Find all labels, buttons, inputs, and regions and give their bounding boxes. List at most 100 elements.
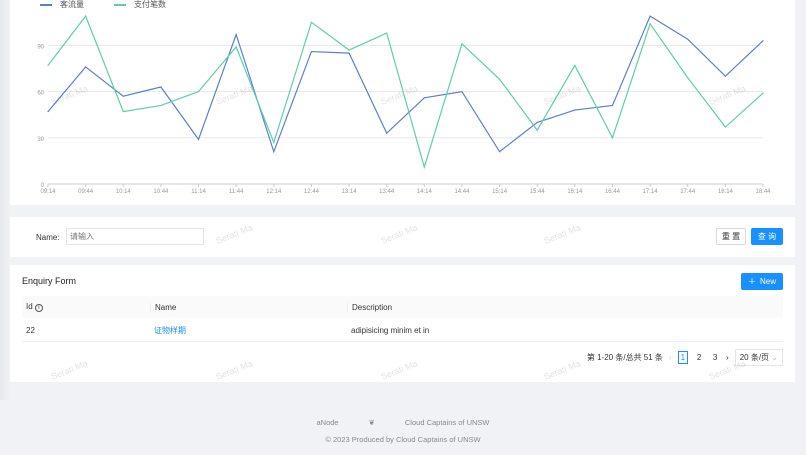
cell-description: adipisicing minim et in <box>351 325 430 335</box>
x-tick-label: 15:14 <box>492 189 508 195</box>
data-point <box>574 109 576 111</box>
info-icon[interactable]: i <box>34 304 43 312</box>
column-label: Id <box>26 302 33 311</box>
data-point <box>197 138 200 140</box>
x-tick-label: 17:14 <box>643 189 659 195</box>
x-tick-label: 17:44 <box>680 189 696 195</box>
legend-label: 客流量 <box>60 0 84 9</box>
watermark: Serati Ma <box>542 358 582 382</box>
plus-icon: ＋ <box>747 277 756 286</box>
data-point <box>461 43 463 45</box>
x-tick-label: 10:14 <box>116 189 132 195</box>
x-tick-label: 12:44 <box>304 189 320 195</box>
data-point <box>498 151 501 153</box>
data-point <box>724 75 726 77</box>
data-point <box>235 34 237 36</box>
reset-button[interactable]: 重 置 <box>716 228 746 245</box>
copyright-text: 2023 Produced by Cloud Captains of UNSW <box>333 435 481 444</box>
page-size-value: 20 条/页 <box>739 353 770 362</box>
legend-item-series-1[interactable]: 支付笔数 <box>114 0 166 10</box>
data-point <box>649 15 651 17</box>
watermark: Serati Ma <box>379 358 419 382</box>
search-form: Name: 重 置 查 询 Serati Ma Serati Ma Serati… <box>10 217 795 257</box>
footer-link-anode[interactable]: aNode <box>316 418 339 427</box>
data-point <box>47 64 49 67</box>
x-tick-label: 12:14 <box>266 189 282 195</box>
prev-page-icon[interactable]: ‹ <box>668 353 672 362</box>
legend-label: 支付笔数 <box>134 0 166 9</box>
data-point <box>273 151 275 153</box>
watermark: Serati Ma <box>379 222 419 246</box>
chevron-down-icon: ⌄ <box>771 353 778 362</box>
data-point <box>122 95 124 97</box>
next-page-icon[interactable]: › <box>726 353 729 362</box>
y-tick-label: 30 <box>37 137 44 143</box>
data-point <box>724 126 726 128</box>
data-point <box>687 38 689 40</box>
data-point <box>423 166 425 168</box>
data-point <box>762 40 764 42</box>
new-label: New <box>759 277 776 286</box>
x-tick-label: 09:44 <box>78 189 94 195</box>
name-label: Name: <box>36 233 60 242</box>
data-point <box>649 23 651 25</box>
sidebar-edge <box>0 0 10 400</box>
table-row: 22 证物样期 adipisicing minim et in <box>22 319 783 342</box>
legend-item-series-0[interactable]: 客流量 <box>40 0 84 10</box>
data-point <box>85 15 87 17</box>
line-chart: 0 30 60 90 09:14 09:44 10:14 10:44 11:14 11:44 12:… <box>37 14 771 195</box>
column-header-id[interactable]: Id i <box>22 302 150 312</box>
series-line-1 <box>47 14 764 170</box>
pagination: 第 1-20 条/总共 51 条 ‹ 1 2 3 › 20 条/页 ⌄ <box>587 349 783 366</box>
data-point <box>273 141 275 144</box>
data-point <box>762 92 764 94</box>
x-tick-label: 10:44 <box>153 189 169 195</box>
chart-legend: 客流量 支付笔数 <box>40 0 166 10</box>
x-tick-label: 11:14 <box>191 189 206 195</box>
watermark: Serati Ma <box>214 222 254 246</box>
name-input[interactable] <box>66 228 204 245</box>
x-tick-label: 13:44 <box>379 189 395 195</box>
data-point <box>235 46 237 48</box>
x-tick-label: 11:44 <box>229 189 244 195</box>
x-tick-label: 13:14 <box>342 189 358 195</box>
page-2[interactable]: 2 <box>696 353 702 362</box>
data-point <box>574 64 576 67</box>
series-line-0 <box>47 15 764 154</box>
column-header-name: Name <box>150 302 347 312</box>
table-header: Id i Name Description <box>22 296 783 318</box>
footer-link-cloud-captains[interactable]: Cloud Captains of UNSW <box>404 418 490 427</box>
x-tick-label: 18:14 <box>718 189 734 195</box>
cell-id: 22 <box>26 325 35 335</box>
x-tick-label: 16:44 <box>605 189 621 195</box>
pagination-summary: 第 1-20 条/总共 51 条 <box>586 353 663 362</box>
data-point <box>611 104 614 107</box>
cell-name-link[interactable]: 证物样期 <box>154 325 186 335</box>
data-point <box>536 129 538 131</box>
data-point <box>348 49 350 51</box>
data-point <box>310 21 313 23</box>
x-tick-label: 16:14 <box>567 189 583 195</box>
page-size-select[interactable]: 20 条/页 ⌄ <box>734 349 783 366</box>
x-tick-label: 18:44 <box>755 189 771 195</box>
x-tick-label: 14:14 <box>417 189 433 195</box>
y-tick-label: 60 <box>37 91 44 97</box>
column-header-description: Description <box>347 302 392 312</box>
x-tick-label: 14:44 <box>454 189 470 195</box>
enquiry-table-card: Enquiry Form ＋ New Id i Name Description … <box>10 265 795 382</box>
page-3[interactable]: 3 <box>712 353 718 362</box>
page-1[interactable]: 1 <box>677 351 689 364</box>
github-icon[interactable]: ❦ <box>368 418 375 427</box>
data-point <box>122 111 124 113</box>
data-point <box>197 91 200 93</box>
query-button[interactable]: 查 询 <box>751 228 783 245</box>
new-button[interactable]: ＋ New <box>741 273 783 290</box>
line-chart-card: 客流量 支付笔数 0 30 60 90 09:14 09:44 10:14 10:44 11:1… <box>10 0 795 205</box>
data-point <box>498 78 501 80</box>
watermark: Serati Ma <box>49 358 89 382</box>
y-tick-label: 90 <box>37 44 44 50</box>
data-point <box>160 86 162 88</box>
data-point <box>85 66 87 68</box>
data-point <box>386 32 388 34</box>
data-point <box>461 91 463 93</box>
